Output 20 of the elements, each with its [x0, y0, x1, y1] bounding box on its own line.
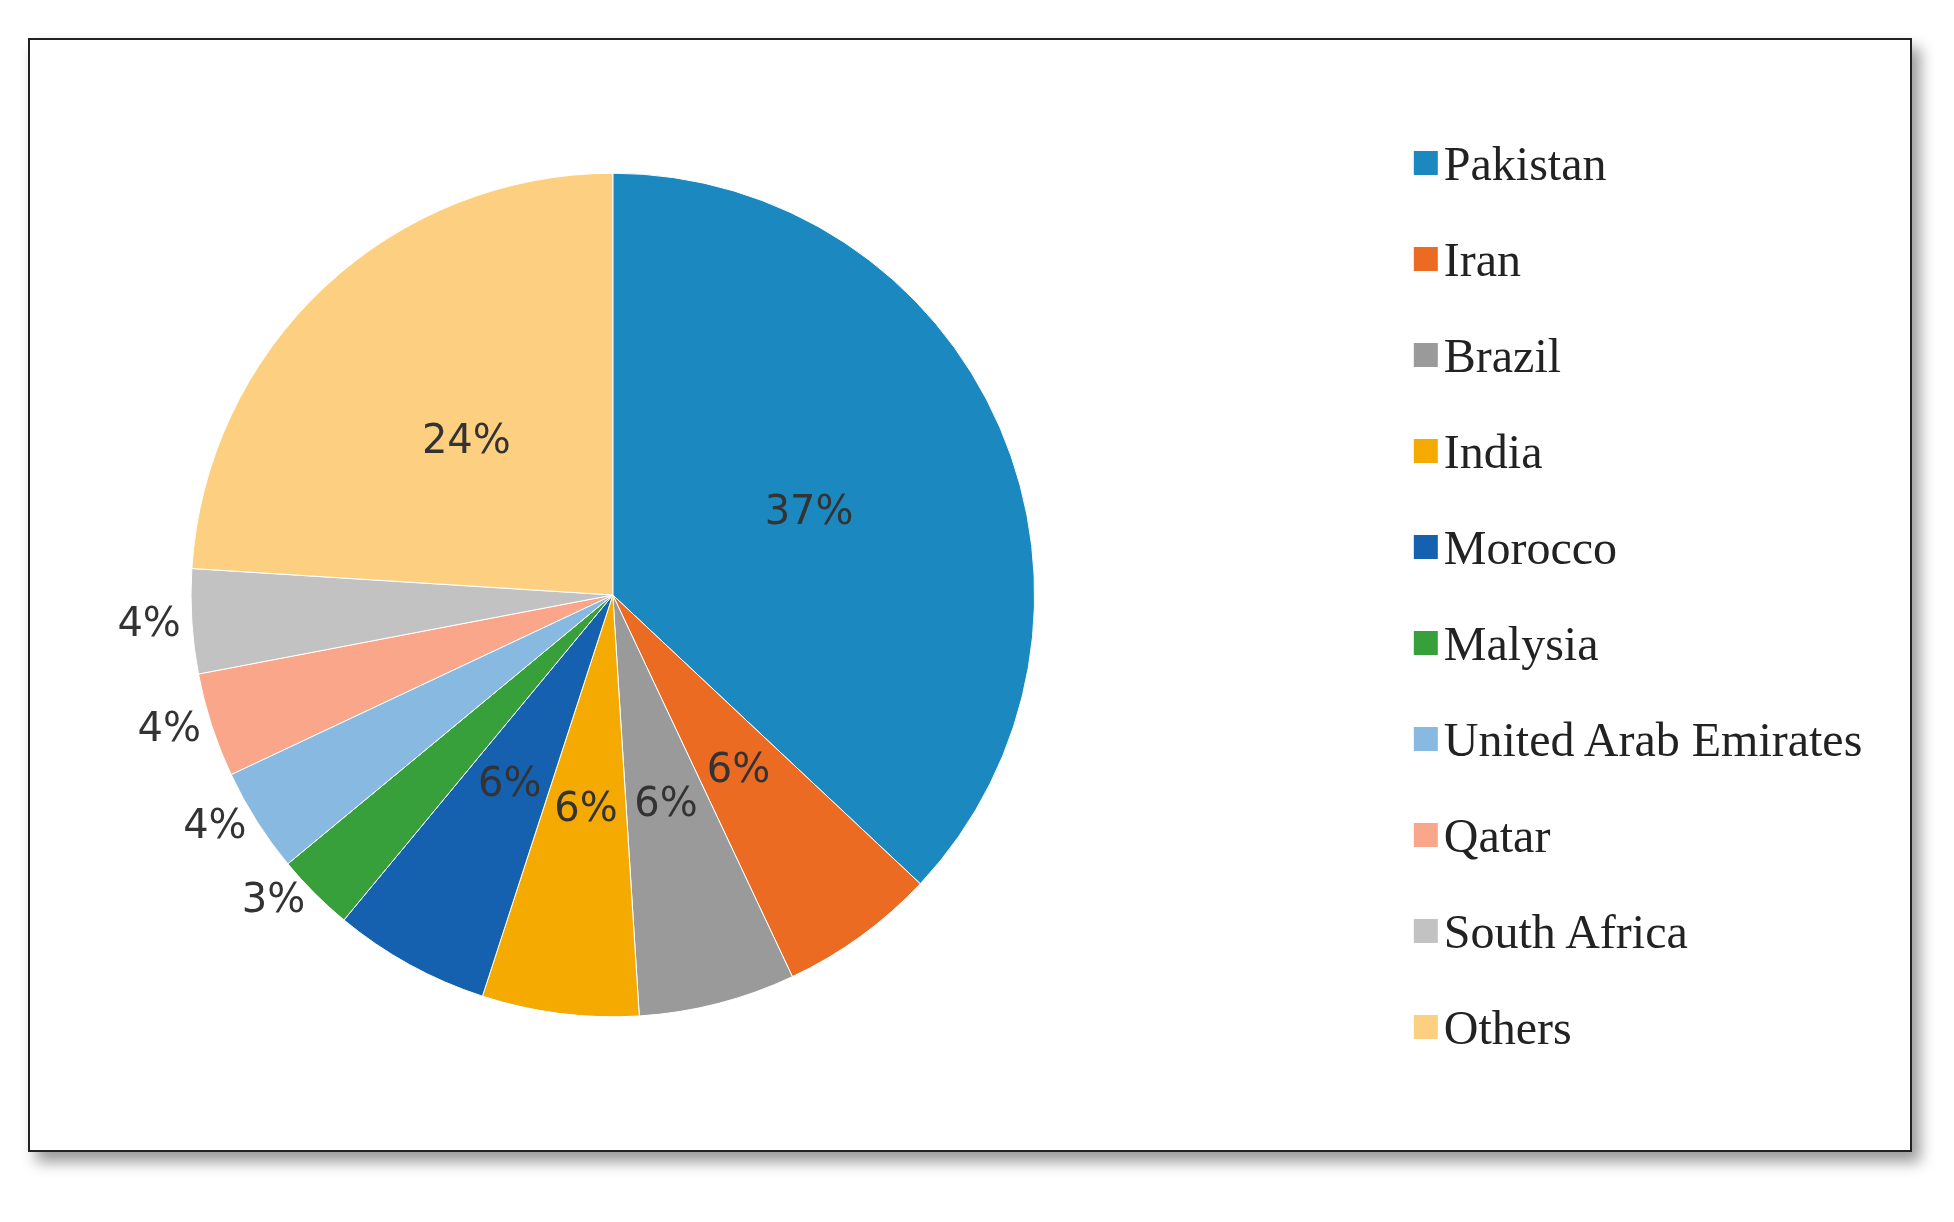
- legend-label: Brazil: [1443, 328, 1562, 382]
- legend-label: India: [1443, 424, 1543, 478]
- data-label: 4%: [183, 801, 247, 848]
- data-label: 6%: [706, 745, 771, 792]
- data-label: 37%: [764, 487, 854, 534]
- data-label: 4%: [137, 704, 201, 751]
- legend-label: Others: [1443, 1000, 1572, 1054]
- data-label: 6%: [554, 784, 618, 831]
- legend-label: Qatar: [1443, 808, 1551, 862]
- legend-label: Morocco: [1443, 520, 1618, 574]
- data-label: 3%: [241, 874, 306, 921]
- legend-label: Iran: [1443, 232, 1522, 286]
- legend-label: Pakistan: [1443, 136, 1607, 190]
- legend-label: United Arab Emirates: [1443, 712, 1863, 766]
- data-label: 6%: [478, 759, 542, 806]
- data-label: 4%: [117, 598, 181, 645]
- legend-label: South Africa: [1443, 904, 1688, 958]
- data-label: 24%: [421, 416, 511, 463]
- legend-label: Malysia: [1443, 616, 1599, 670]
- data-label: 6%: [634, 779, 698, 826]
